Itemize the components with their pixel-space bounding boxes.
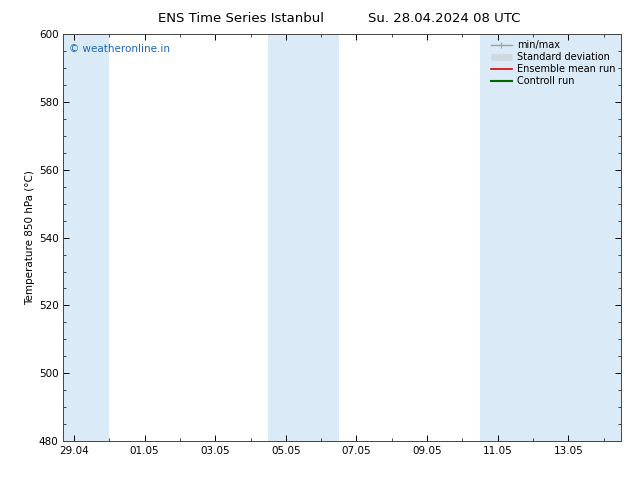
Bar — [63, 34, 109, 441]
Text: Su. 28.04.2024 08 UTC: Su. 28.04.2024 08 UTC — [368, 12, 520, 25]
Bar — [480, 34, 621, 441]
Legend: min/max, Standard deviation, Ensemble mean run, Controll run: min/max, Standard deviation, Ensemble me… — [487, 36, 619, 90]
Text: © weatheronline.in: © weatheronline.in — [69, 45, 170, 54]
Y-axis label: Temperature 850 hPa (°C): Temperature 850 hPa (°C) — [25, 170, 35, 305]
Bar — [268, 34, 339, 441]
Text: ENS Time Series Istanbul: ENS Time Series Istanbul — [158, 12, 324, 25]
